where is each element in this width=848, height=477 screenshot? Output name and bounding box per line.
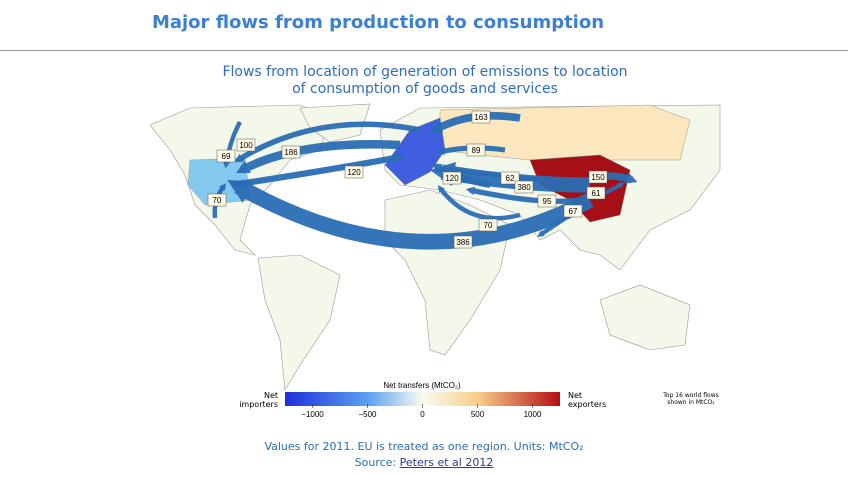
colorbar-tick-label: −1000 xyxy=(301,410,324,419)
flow-label-box xyxy=(207,193,227,207)
subtitle: Flows from location of generation of emi… xyxy=(222,64,628,97)
flow-label: 70 xyxy=(484,221,493,230)
flow-label-box xyxy=(500,171,520,185)
flow-label: 67 xyxy=(569,207,578,216)
legend-right: Net exporters xyxy=(568,391,607,409)
flow-label-box xyxy=(586,186,606,200)
slide-title: Major flows from production to consumpti… xyxy=(151,12,605,33)
colorbar-tick-label: 1000 xyxy=(524,410,542,419)
source-prefix: Source: xyxy=(354,456,397,469)
flow-label: 186 xyxy=(284,148,298,157)
colorbar-tick-label: −500 xyxy=(358,410,377,419)
flow-label-box xyxy=(344,165,364,179)
legend-left: Net importers xyxy=(239,391,278,409)
colorbar-tick-label: 500 xyxy=(471,410,485,419)
flow-label: 61 xyxy=(592,189,601,198)
flow-label-box xyxy=(216,149,236,163)
flow-label-box xyxy=(453,235,473,249)
flow-label-box xyxy=(478,218,498,232)
flow-arrow xyxy=(234,121,421,163)
footer-note: Values for 2011. EU is treated as one re… xyxy=(264,440,584,453)
flow-label: 150 xyxy=(591,173,605,182)
flow-label: 89 xyxy=(472,146,481,155)
flow-label-box xyxy=(563,204,583,218)
flow-label: 386 xyxy=(456,238,470,247)
flow-label-box xyxy=(514,180,534,194)
flow-label-box xyxy=(236,138,256,152)
flow-label: 163 xyxy=(474,113,488,122)
colorbar xyxy=(285,392,560,406)
flow-label: 62 xyxy=(506,174,515,183)
flow-label: 100 xyxy=(239,141,253,150)
flow-label: 120 xyxy=(445,174,459,183)
flow-label: 70 xyxy=(213,196,222,205)
flow-label: 120 xyxy=(347,168,361,177)
flow-arrow xyxy=(437,185,521,221)
flow-arrow xyxy=(227,179,594,250)
flow-label-box xyxy=(281,145,301,159)
flow-arrow xyxy=(235,140,401,174)
source-link[interactable]: Peters et al 2012 xyxy=(399,456,494,469)
divider xyxy=(0,50,848,51)
flow-label-box xyxy=(471,110,491,124)
footer-source: Source: Peters et al 2012 xyxy=(0,456,848,469)
colorbar-tick-label: 0 xyxy=(420,410,425,419)
flow-label: 380 xyxy=(517,183,531,192)
map-note: Top 16 world flows shown in MtCO₂ xyxy=(663,392,719,406)
flow-label-box xyxy=(442,171,462,185)
flow-label: 95 xyxy=(543,197,552,206)
flow-label-box xyxy=(588,170,608,184)
colorbar-title: Net transfers (MtCO₂) xyxy=(383,381,461,390)
flow-label-box xyxy=(466,143,486,157)
flow-label: 69 xyxy=(222,152,231,161)
flow-label-box xyxy=(537,194,557,208)
